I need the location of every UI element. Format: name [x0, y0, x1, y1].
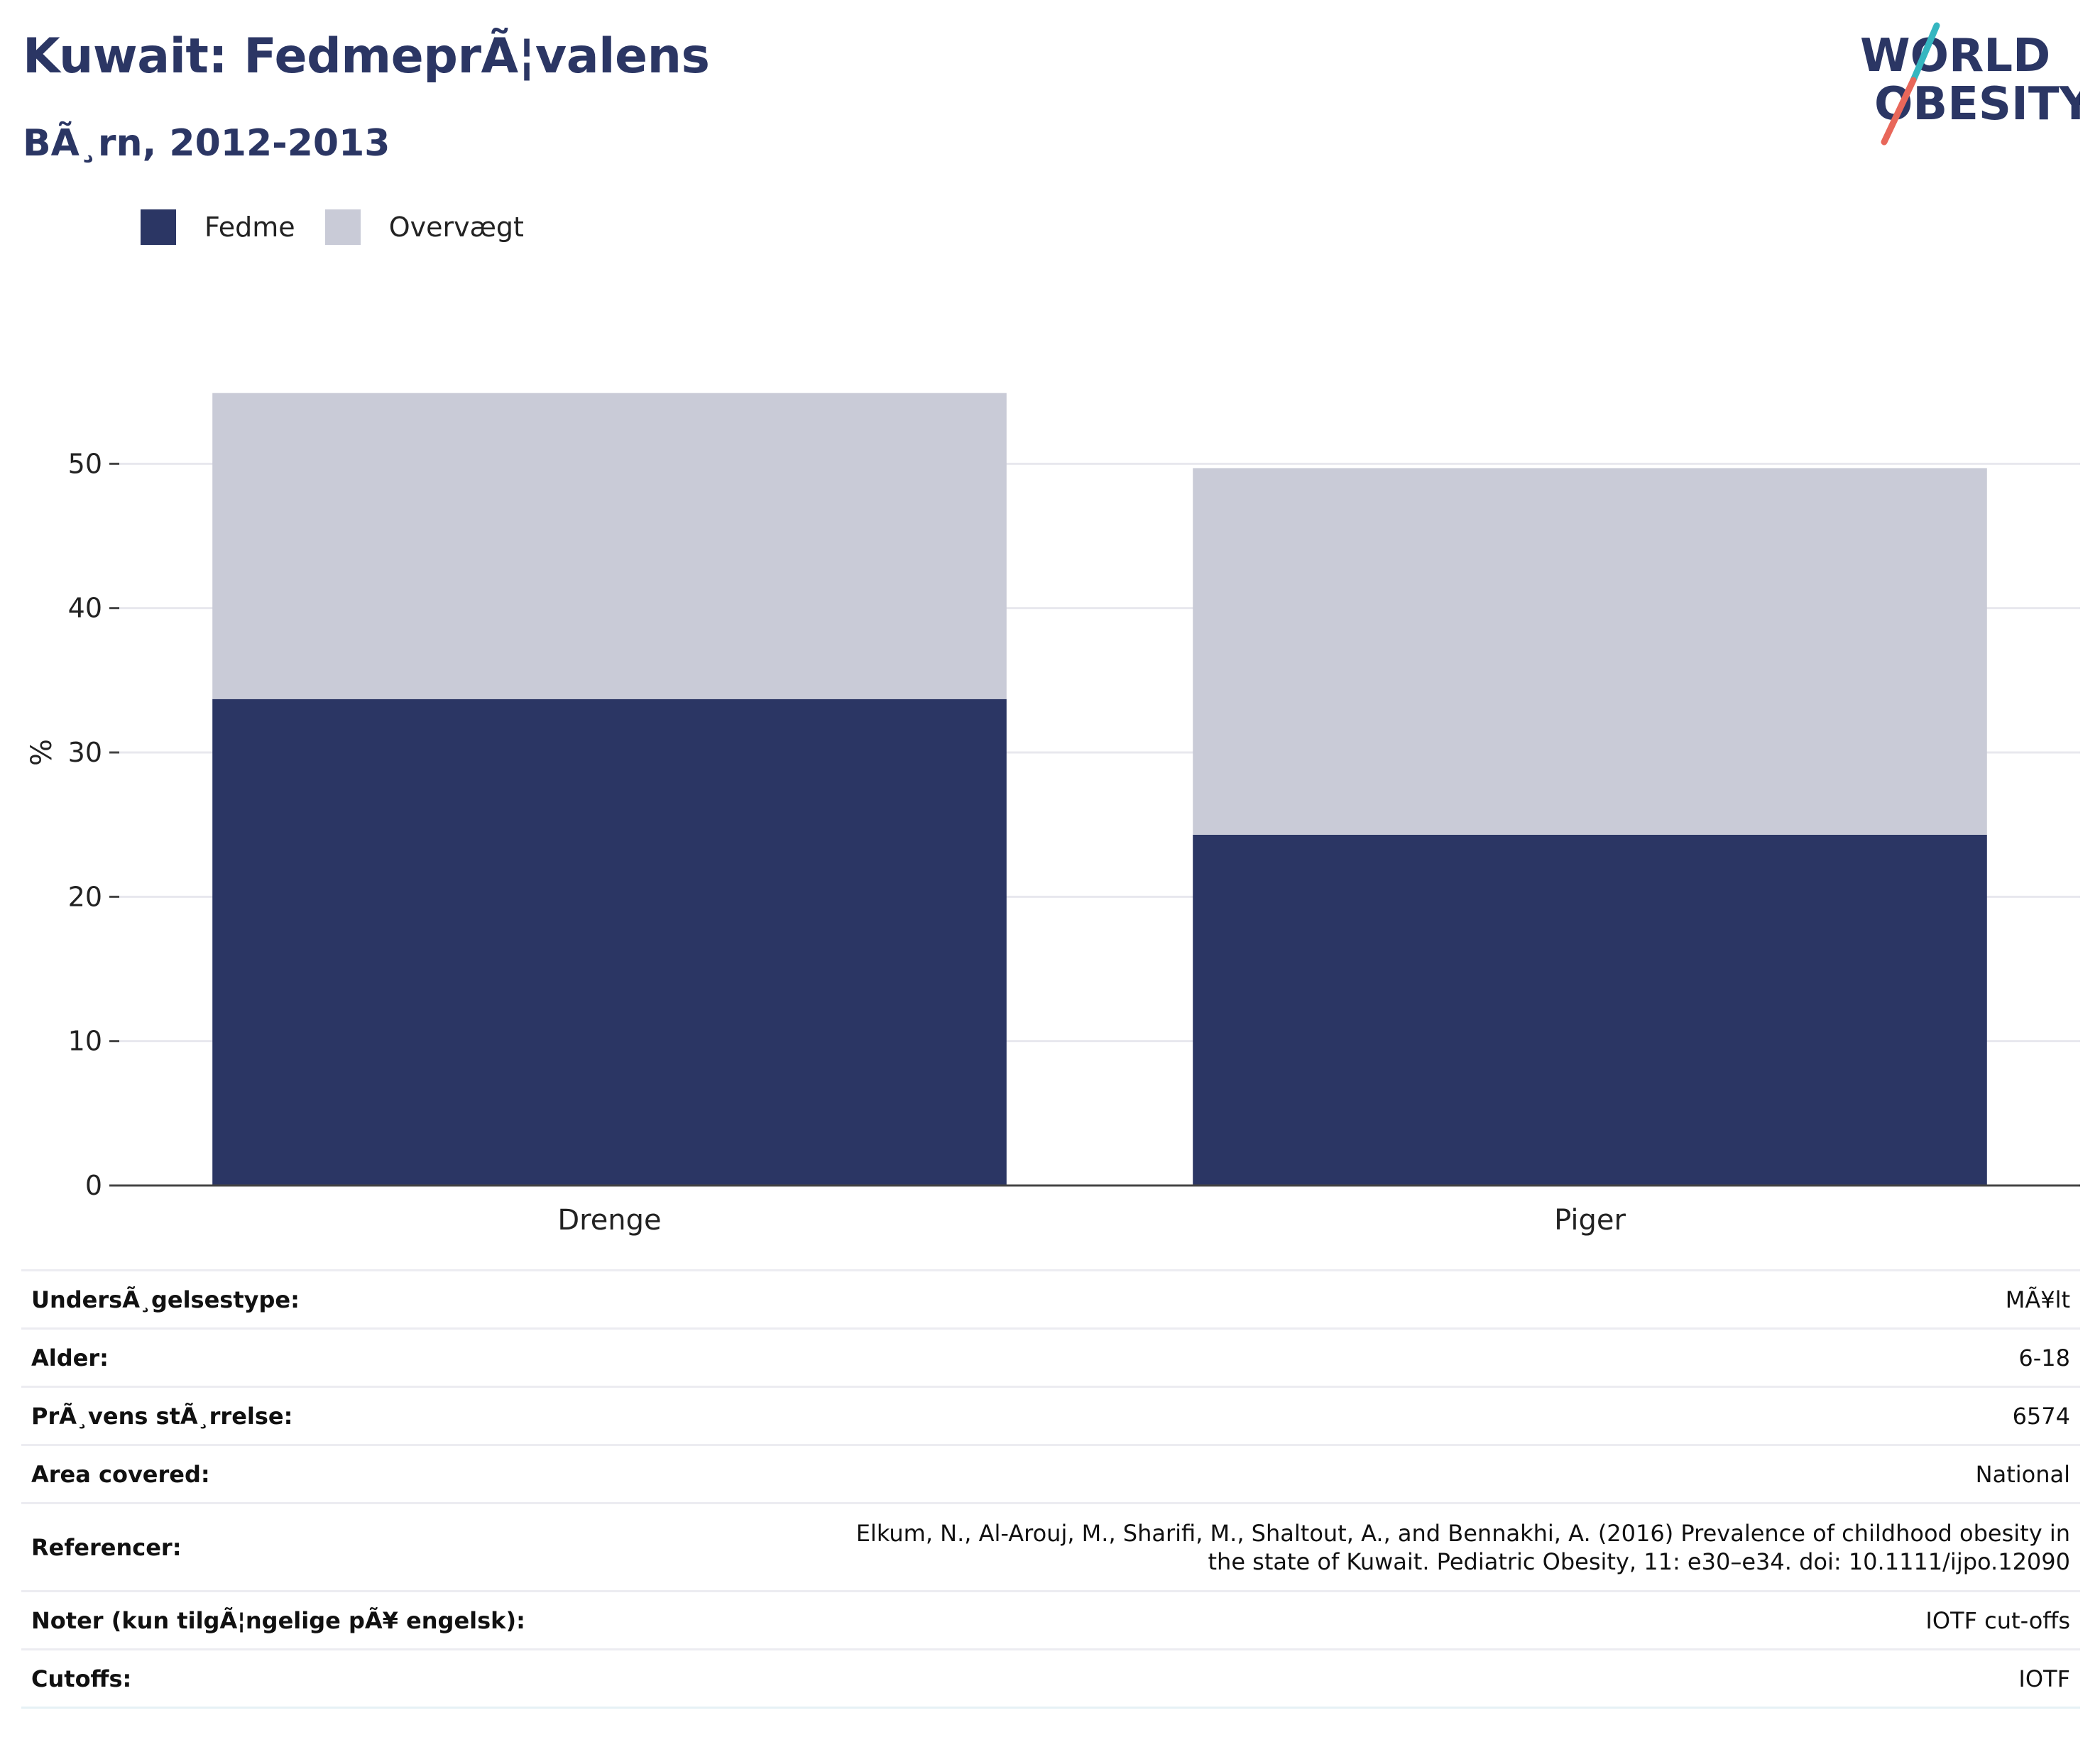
- info-row: UndersÃ¸gelsestype: MÃ¥lt: [21, 1269, 2080, 1329]
- y-tick-label: 0: [85, 1170, 102, 1201]
- legend-swatch-fedme: [141, 209, 176, 245]
- y-tick-label: 10: [68, 1026, 102, 1057]
- info-label: PrÃ¸vens stÃ¸rrelse:: [21, 1386, 845, 1445]
- info-row: Cutoffs: IOTF: [21, 1648, 2080, 1709]
- info-row: Area covered: National: [21, 1444, 2080, 1504]
- legend-item-overvaegt[interactable]: Overvægt: [324, 209, 524, 245]
- legend-label-overvaegt: Overvægt: [388, 212, 524, 243]
- info-row: Noter (kun tilgÃ¦ngelige pÃ¥ engelsk): IO…: [21, 1590, 2080, 1650]
- y-axis-title: %: [26, 739, 58, 766]
- chart-legend: Fedme Overvægt: [141, 207, 554, 247]
- info-value: IOTF: [845, 1648, 2080, 1709]
- info-value: MÃ¥lt: [845, 1269, 2080, 1329]
- y-tick-label: 20: [68, 881, 102, 912]
- info-value: 6-18: [845, 1327, 2080, 1387]
- legend-label-fedme: Fedme: [204, 212, 295, 243]
- y-tick-label: 50: [68, 448, 102, 479]
- bar-overv-gt-piger: [1193, 468, 1987, 835]
- x-tick-label: Drenge: [557, 1204, 661, 1237]
- info-value: Elkum, N., Al-Arouj, M., Sharifi, M., Sh…: [845, 1502, 2080, 1592]
- info-value: 6574: [845, 1386, 2080, 1445]
- logo-slash-teal: [1910, 22, 1940, 84]
- bar-fedme-piger: [1193, 834, 1987, 1185]
- info-value: National: [845, 1444, 2080, 1504]
- legend-swatch-overvaegt: [324, 209, 361, 245]
- y-tick-label: 30: [68, 737, 102, 768]
- info-label: Area covered:: [21, 1444, 845, 1504]
- info-row: PrÃ¸vens stÃ¸rrelse: 6574: [21, 1386, 2080, 1445]
- y-tick-label: 40: [68, 593, 102, 624]
- info-row: Alder: 6-18: [21, 1327, 2080, 1387]
- bar-fedme-drenge: [212, 699, 1007, 1185]
- page-subtitle: BÃ¸rn, 2012-2013: [23, 122, 390, 165]
- axis-layer: 0 10 20 30 40 50% Drenge Piger: [26, 448, 2080, 1237]
- x-tick-label: Piger: [1554, 1204, 1626, 1237]
- legend-item-fedme[interactable]: Fedme: [141, 209, 295, 245]
- info-label: UndersÃ¸gelsestype:: [21, 1269, 845, 1329]
- info-label: Referencer:: [21, 1502, 845, 1592]
- page-title: Kuwait: FedmeprÃ¦valens: [23, 28, 710, 84]
- info-label: Alder:: [21, 1327, 845, 1387]
- info-value: IOTF cut-offs: [845, 1590, 2080, 1650]
- bar-overv-gt-drenge: [212, 393, 1007, 699]
- info-label: Cutoffs:: [21, 1648, 845, 1709]
- logo-text-world: WORLD: [1860, 30, 2050, 82]
- bar-layer: [212, 393, 1987, 1185]
- info-label: Noter (kun tilgÃ¦ngelige pÃ¥ engelsk):: [21, 1590, 845, 1650]
- world-obesity-logo: WORLD OBESITY: [1860, 22, 2080, 146]
- info-table: UndersÃ¸gelsestype: MÃ¥lt Alder: 6-18 PrÃ¸ve…: [21, 1269, 2080, 1709]
- info-row: Referencer: Elkum, N., Al-Arouj, M., Shar…: [21, 1502, 2080, 1592]
- stacked-bar-chart: 0 10 20 30 40 50% Drenge Piger: [26, 393, 2080, 1237]
- logo-slash-coral: [1881, 77, 1917, 146]
